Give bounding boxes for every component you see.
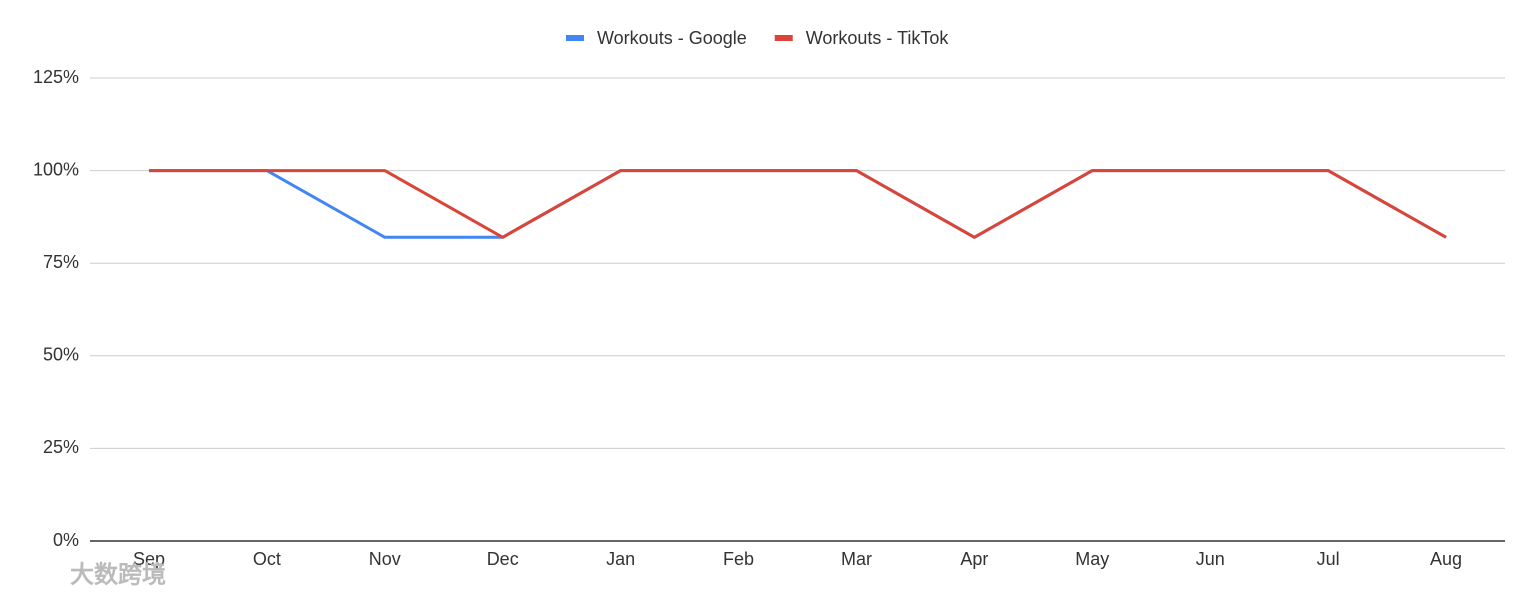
x-tick-label: Feb bbox=[723, 549, 754, 569]
y-tick-label: 75% bbox=[43, 252, 79, 272]
x-tick-label: Dec bbox=[487, 549, 519, 569]
legend-label: Workouts - TikTok bbox=[806, 28, 950, 48]
x-tick-label: Sep bbox=[133, 549, 165, 569]
x-tick-label: Mar bbox=[841, 549, 872, 569]
x-tick-label: Jan bbox=[606, 549, 635, 569]
x-tick-label: May bbox=[1075, 549, 1109, 569]
x-tick-label: Oct bbox=[253, 549, 281, 569]
x-tick-label: Aug bbox=[1430, 549, 1462, 569]
series-line bbox=[148, 169, 1447, 239]
y-tick-label: 0% bbox=[53, 530, 79, 550]
x-tick-label: Jul bbox=[1317, 549, 1340, 569]
x-tick-label: Nov bbox=[369, 549, 401, 569]
y-tick-label: 50% bbox=[43, 345, 79, 365]
y-tick-label: 125% bbox=[33, 67, 79, 87]
series-line bbox=[148, 169, 1447, 239]
x-tick-label: Jun bbox=[1196, 549, 1225, 569]
legend-swatch bbox=[774, 35, 793, 41]
legend-label: Workouts - Google bbox=[597, 28, 747, 48]
watermark: 大数跨境 bbox=[70, 560, 166, 588]
legend-swatch bbox=[566, 35, 584, 41]
y-tick-label: 25% bbox=[43, 437, 79, 457]
x-tick-label: Apr bbox=[960, 549, 988, 569]
y-tick-label: 100% bbox=[33, 159, 79, 179]
